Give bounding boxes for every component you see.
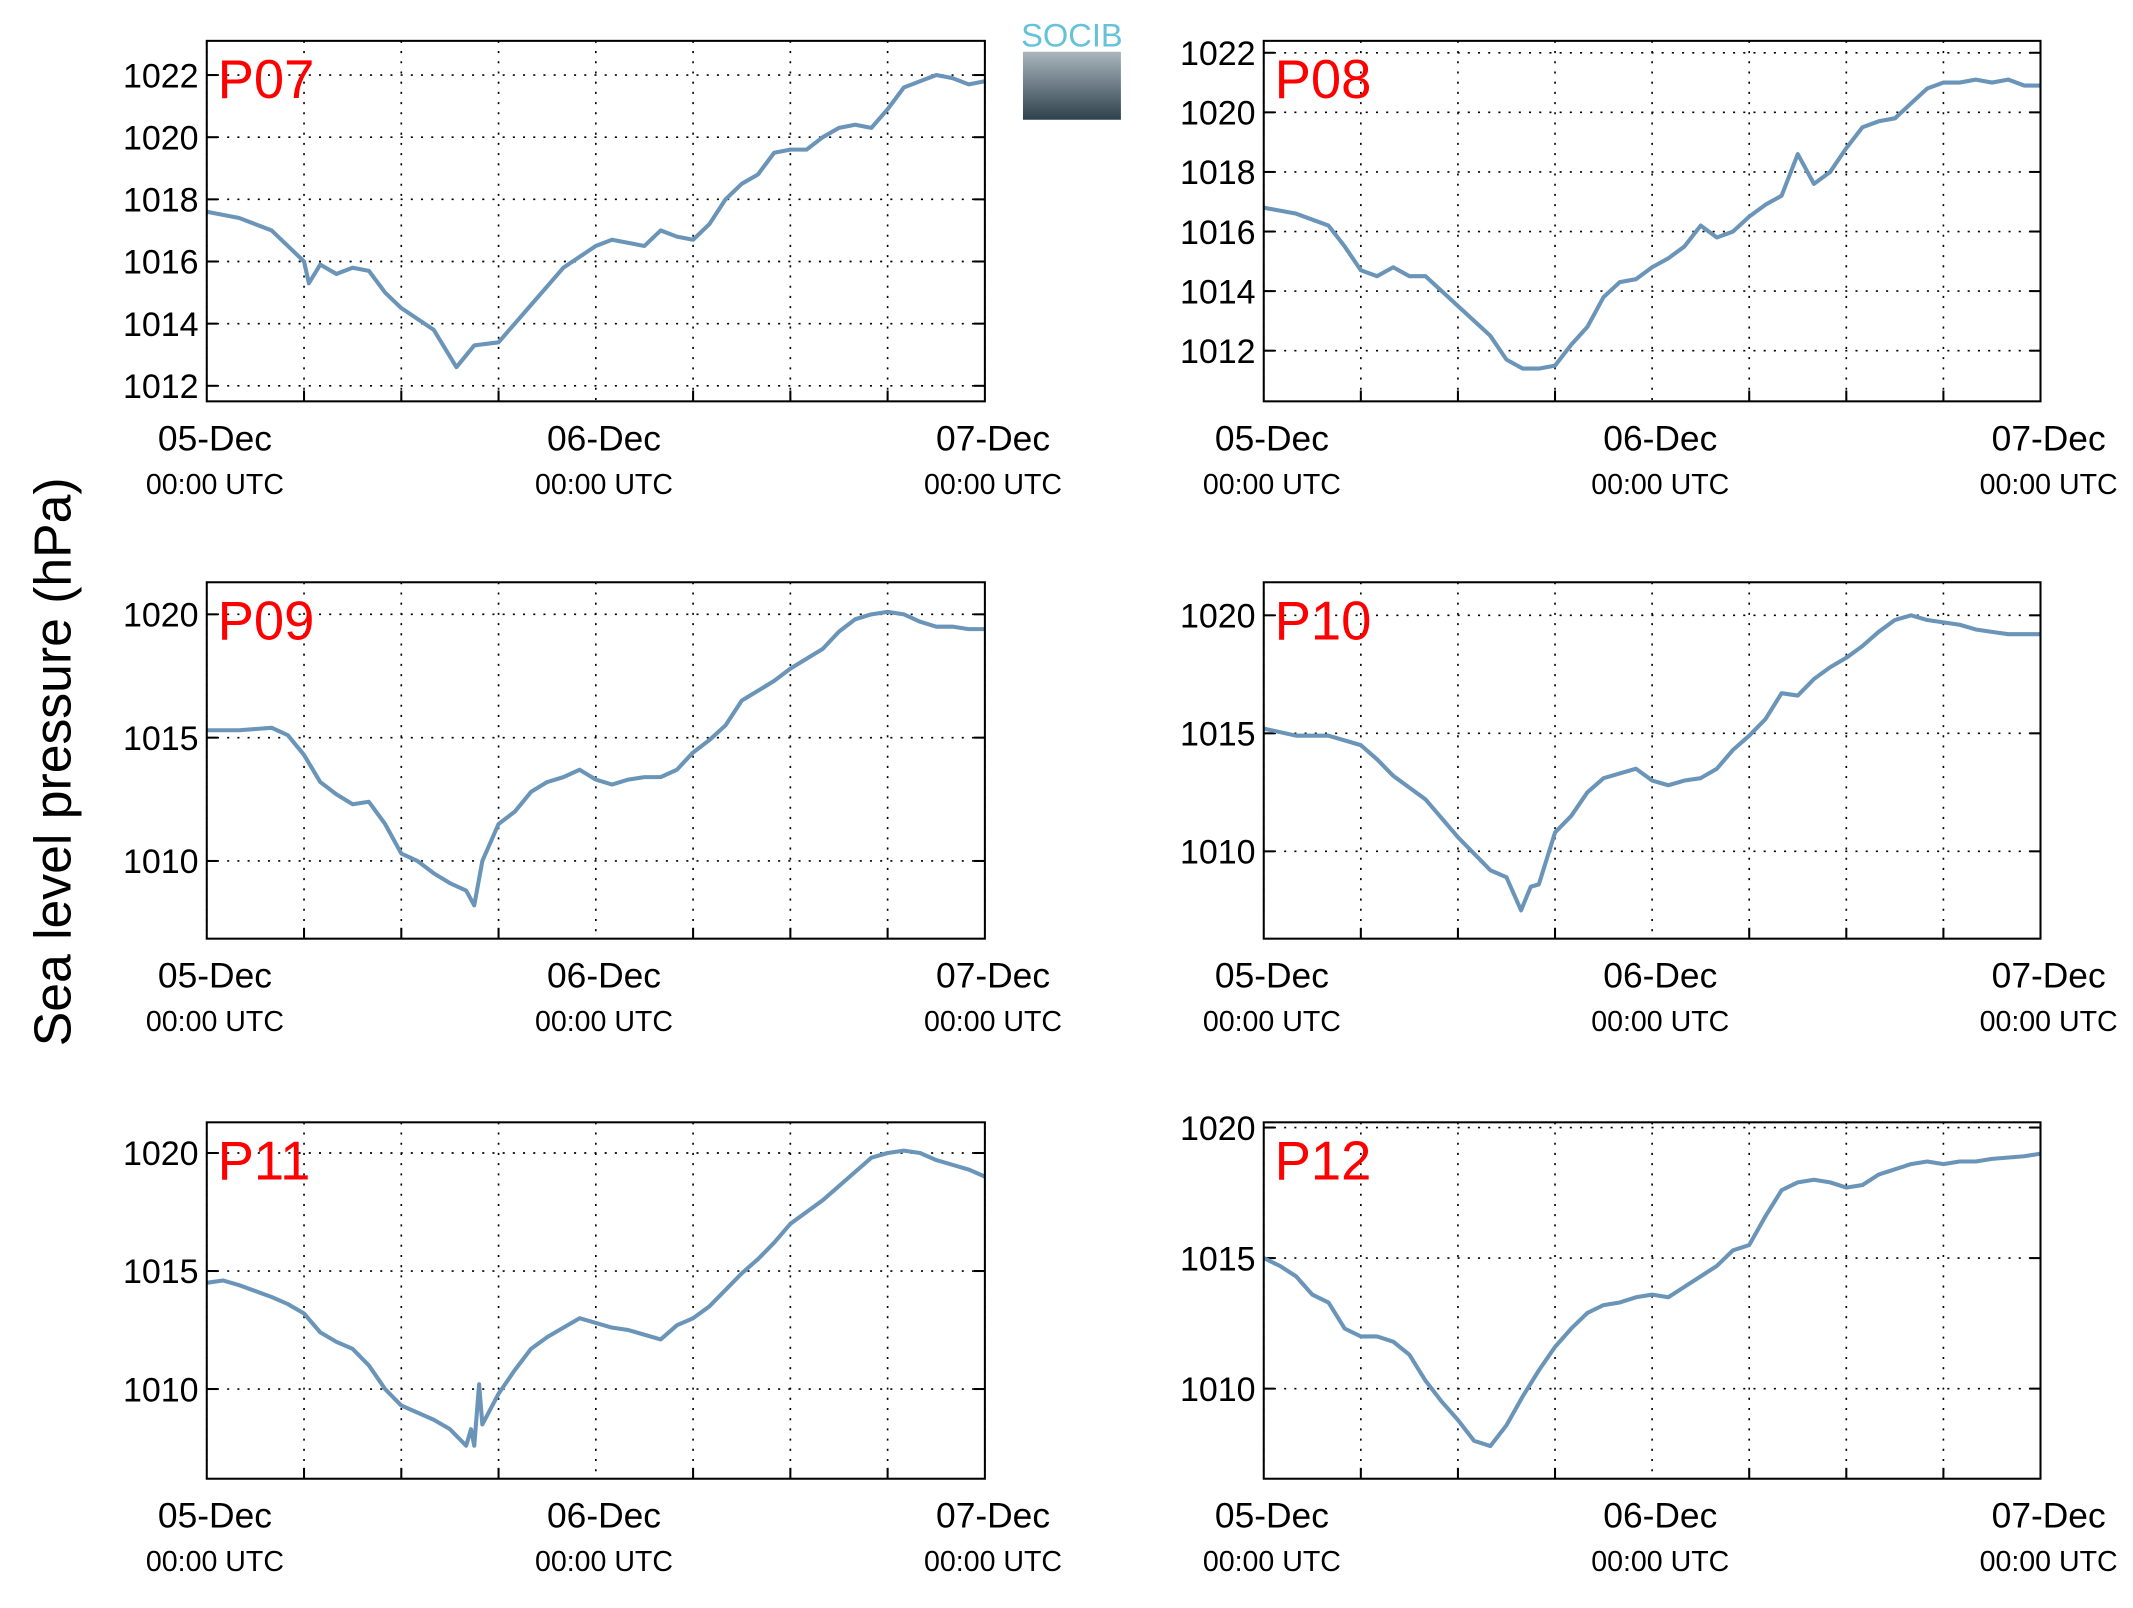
x-tick-label: 06-Dec: [1603, 1497, 1717, 1536]
x-tick-label: 06-Dec: [547, 1497, 661, 1536]
x-tick-sublabel: 00:00 UTC: [924, 1006, 1062, 1038]
x-tick-label: 07-Dec: [1992, 419, 2106, 458]
x-tick-label: 05-Dec: [1215, 419, 1329, 458]
y-tick-label: 1016: [1180, 214, 1256, 252]
chart-title: P08: [1275, 49, 1372, 110]
x-tick-label: 07-Dec: [1992, 957, 2106, 996]
x-tick-label: 06-Dec: [1603, 419, 1717, 458]
x-tick-label: 07-Dec: [936, 957, 1050, 996]
x-tick-label: 06-Dec: [547, 957, 661, 996]
x-tick-sublabel: 00:00 UTC: [1591, 1546, 1729, 1578]
y-tick-label: 1015: [1180, 1240, 1256, 1278]
plot-frame: [205, 1121, 986, 1480]
x-tick-label: 07-Dec: [936, 419, 1050, 458]
y-tick-label: 1010: [1180, 1371, 1256, 1409]
y-tick-label: 1010: [123, 1371, 199, 1409]
x-tick-sublabel: 00:00 UTC: [1203, 1546, 1341, 1578]
x-tick-sublabel: 00:00 UTC: [1591, 1006, 1729, 1038]
y-tick-label: 1012: [1180, 333, 1256, 371]
y-tick-label: 1015: [123, 720, 199, 758]
plot-area: [1263, 1122, 2041, 1479]
y-tick-label: 1020: [123, 1135, 199, 1173]
x-tick-sublabel: 00:00 UTC: [1980, 1546, 2118, 1578]
y-tick-label: 1020: [1180, 1110, 1256, 1148]
y-tick-label: 1014: [1180, 273, 1256, 311]
data-line: [206, 72, 986, 370]
x-tick-label: 07-Dec: [936, 1497, 1050, 1536]
y-tick-label: 1022: [1180, 35, 1256, 73]
plot-frame: [205, 39, 986, 403]
x-tick-sublabel: 00:00 UTC: [1980, 1006, 2118, 1038]
plot-area: [206, 1122, 985, 1479]
chart-title: P07: [218, 49, 315, 110]
y-tick-label: 1012: [123, 368, 199, 406]
plot-area: [206, 40, 985, 402]
x-tick-label: 05-Dec: [158, 419, 272, 458]
y-tick-label: 1015: [123, 1253, 199, 1291]
x-tick-sublabel: 00:00 UTC: [1591, 469, 1729, 501]
plot-frame: [1262, 581, 2042, 940]
y-tick-label: 1020: [1180, 95, 1256, 133]
x-tick-label: 05-Dec: [158, 957, 272, 996]
data-line: [206, 1148, 986, 1448]
y-tick-label: 1020: [123, 119, 199, 157]
chart-title: P12: [1275, 1130, 1372, 1191]
x-tick-sublabel: 00:00 UTC: [1203, 469, 1341, 501]
x-tick-sublabel: 00:00 UTC: [924, 1546, 1062, 1578]
x-tick-sublabel: 00:00 UTC: [1980, 469, 2118, 501]
plot-frame: [205, 581, 986, 940]
x-tick-sublabel: 00:00 UTC: [146, 1006, 284, 1038]
y-tick-label: 1016: [123, 244, 199, 282]
plot-area: [206, 582, 985, 939]
x-tick-label: 06-Dec: [547, 419, 661, 458]
logo-text: SOCIB: [1021, 16, 1123, 53]
x-tick-label: 05-Dec: [158, 1497, 272, 1536]
y-tick-label: 1022: [123, 57, 199, 95]
x-tick-label: 05-Dec: [1215, 957, 1329, 996]
x-tick-label: 05-Dec: [1215, 1497, 1329, 1536]
y-tick-label: 1020: [1180, 598, 1256, 636]
x-tick-label: 07-Dec: [1992, 1497, 2106, 1536]
y-tick-label: 1018: [1180, 154, 1256, 192]
x-tick-sublabel: 00:00 UTC: [1203, 1006, 1341, 1038]
x-tick-sublabel: 00:00 UTC: [924, 469, 1062, 501]
y-axis-label: Sea level pressure (hPa): [24, 477, 82, 1046]
y-tick-label: 1015: [1180, 716, 1256, 754]
y-tick-label: 1010: [123, 843, 199, 881]
plot-frame: [1262, 39, 2042, 403]
x-tick-label: 06-Dec: [1603, 957, 1717, 996]
x-tick-sublabel: 00:00 UTC: [535, 469, 673, 501]
y-tick-label: 1018: [123, 182, 199, 220]
logo-box: [1022, 51, 1121, 120]
y-tick-label: 1020: [123, 597, 199, 635]
data-line: [1263, 613, 2041, 913]
x-tick-sublabel: 00:00 UTC: [535, 1546, 673, 1578]
chart-title: P11: [218, 1130, 311, 1191]
x-tick-sublabel: 00:00 UTC: [535, 1006, 673, 1038]
y-tick-label: 1010: [1180, 834, 1256, 872]
data-line: [1262, 1151, 2041, 1449]
plot-frame: [1262, 1121, 2042, 1480]
x-tick-sublabel: 00:00 UTC: [146, 469, 284, 501]
y-tick-label: 1014: [123, 306, 199, 344]
chart-title: P09: [218, 590, 315, 651]
data-line: [1263, 77, 2041, 371]
data-line: [206, 609, 985, 908]
x-tick-sublabel: 00:00 UTC: [146, 1546, 284, 1578]
chart-title: P10: [1275, 590, 1372, 651]
